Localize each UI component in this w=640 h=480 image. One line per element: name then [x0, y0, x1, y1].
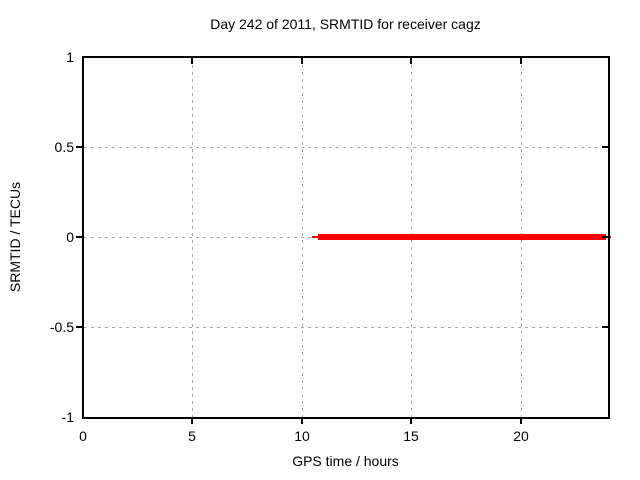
y-gridline: [84, 147, 608, 148]
x-tick-mark-bottom: [191, 419, 193, 424]
x-tick-mark-bottom: [520, 419, 522, 424]
y-tick-label: -1: [61, 409, 74, 425]
y-tick-label: -0.5: [49, 319, 74, 335]
x-tick-mark-bottom: [301, 419, 303, 424]
x-tick-label: 15: [403, 428, 419, 444]
y-tick-mark-left: [76, 146, 82, 148]
x-tick-mark-top: [301, 58, 303, 64]
x-tick-mark-top: [191, 58, 193, 64]
x-tick-label: 0: [79, 428, 87, 444]
y-tick-mark-right: [602, 326, 608, 328]
x-tick-label: 5: [188, 428, 196, 444]
y-tick-label: 1: [66, 49, 74, 65]
y-gridline: [84, 327, 608, 328]
y-tick-mark-right: [602, 236, 608, 238]
y-tick-mark-left: [76, 236, 82, 238]
y-tick-label: 0: [66, 229, 74, 245]
x-tick-mark-top: [410, 58, 412, 64]
x-tick-mark-bottom: [410, 419, 412, 424]
x-tick-label: 20: [513, 428, 529, 444]
chart-title: Day 242 of 2011, SRMTID for receiver cag…: [210, 16, 481, 32]
x-tick-mark-top: [520, 58, 522, 64]
x-axis-label: GPS time / hours: [292, 453, 399, 469]
x-tick-label: 10: [294, 428, 310, 444]
series-line: [318, 234, 606, 240]
y-tick-mark-left: [76, 326, 82, 328]
y-tick-mark-right: [602, 146, 608, 148]
y-tick-label: 0.5: [54, 139, 74, 155]
